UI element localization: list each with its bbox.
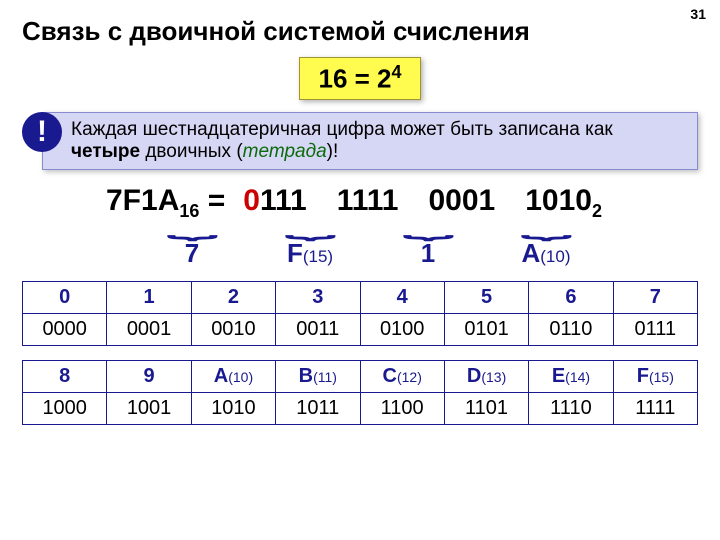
table-row: 01234567 (23, 281, 698, 313)
table-header-cell: 8 (23, 360, 107, 392)
hex-tables: 01234567 0000000100100011010001010110011… (22, 281, 698, 425)
tetrad-1: 1111 (337, 184, 399, 218)
table-header-cell: 3 (276, 281, 360, 313)
table-header-cell: 1 (107, 281, 191, 313)
table-header-cell: E(14) (529, 360, 613, 392)
hex-table-2: 89A(10)B(11)C(12)D(13)E(14)F(15) 1000100… (22, 360, 698, 425)
table-cell: 0100 (360, 313, 444, 345)
note-post: )! (327, 141, 339, 162)
table-header-cell: 2 (191, 281, 275, 313)
table-header-cell: 7 (613, 281, 697, 313)
table-row: 89A(10)B(11)C(12)D(13)E(14)F(15) (23, 360, 698, 392)
table-header-cell: 5 (444, 281, 528, 313)
table-cell: 1101 (444, 392, 528, 424)
table-cell: 1011 (276, 392, 360, 424)
table-cell: 0110 (529, 313, 613, 345)
table-header-cell: 6 (529, 281, 613, 313)
table-cell: 0011 (276, 313, 360, 345)
table-header-cell: C(12) (360, 360, 444, 392)
exclamation-icon: ! (22, 112, 62, 152)
brace-2: ⏟ 1 (369, 216, 487, 269)
page-number: 31 (690, 6, 706, 22)
note-mid: двоичных ( (140, 141, 243, 162)
note-ital: тетрада (243, 141, 327, 162)
table-row: 10001001101010111100110111101111 (23, 392, 698, 424)
brace-3: ⏟ A(10) (487, 216, 605, 269)
table-header-cell: D(13) (444, 360, 528, 392)
note-pre: Каждая шестнадцатеричная цифра может быт… (71, 119, 613, 140)
table-row: 00000001001000110100010101100111 (23, 313, 698, 345)
table-cell: 0001 (107, 313, 191, 345)
brace-0: ⏟ 7 (133, 216, 251, 269)
brace-icon: ⏟ (168, 219, 217, 233)
table-cell: 0111 (613, 313, 697, 345)
table-cell: 0010 (191, 313, 275, 345)
formula-box: 16 = 24 (299, 57, 420, 100)
table-header-cell: F(15) (613, 360, 697, 392)
brace-labels: ⏟ 7 ⏟ F(15) ⏟ 1 ⏟ A(10) (40, 216, 698, 269)
brace-1: ⏟ F(15) (251, 216, 369, 269)
page-title: Связь с двоичной системой счисления (22, 16, 698, 47)
table-header-cell: 4 (360, 281, 444, 313)
table-cell: 1000 (23, 392, 107, 424)
conversion-equation: 7F1A16 = 0111 1111 0001 10102 (22, 184, 698, 222)
brace-icon: ⏟ (522, 219, 571, 233)
table-header-cell: 0 (23, 281, 107, 313)
table-cell: 1010 (191, 392, 275, 424)
table-cell: 1100 (360, 392, 444, 424)
note-callout: ! Каждая шестнадцатеричная цифра может б… (22, 112, 698, 170)
table-header-cell: A(10) (191, 360, 275, 392)
hex-table-1: 01234567 0000000100100011010001010110011… (22, 281, 698, 346)
note-text: Каждая шестнадцатеричная цифра может быт… (42, 112, 698, 170)
note-bold: четыре (71, 141, 140, 162)
brace-icon: ⏟ (286, 219, 335, 233)
slide: 31 Связь с двоичной системой счисления 1… (0, 0, 720, 449)
table-cell: 0000 (23, 313, 107, 345)
table-cell: 1110 (529, 392, 613, 424)
table-cell: 1001 (107, 392, 191, 424)
table-header-cell: B(11) (276, 360, 360, 392)
table-cell: 0101 (444, 313, 528, 345)
brace-icon: ⏟ (404, 219, 453, 233)
table-header-cell: 9 (107, 360, 191, 392)
table-cell: 1111 (613, 392, 697, 424)
